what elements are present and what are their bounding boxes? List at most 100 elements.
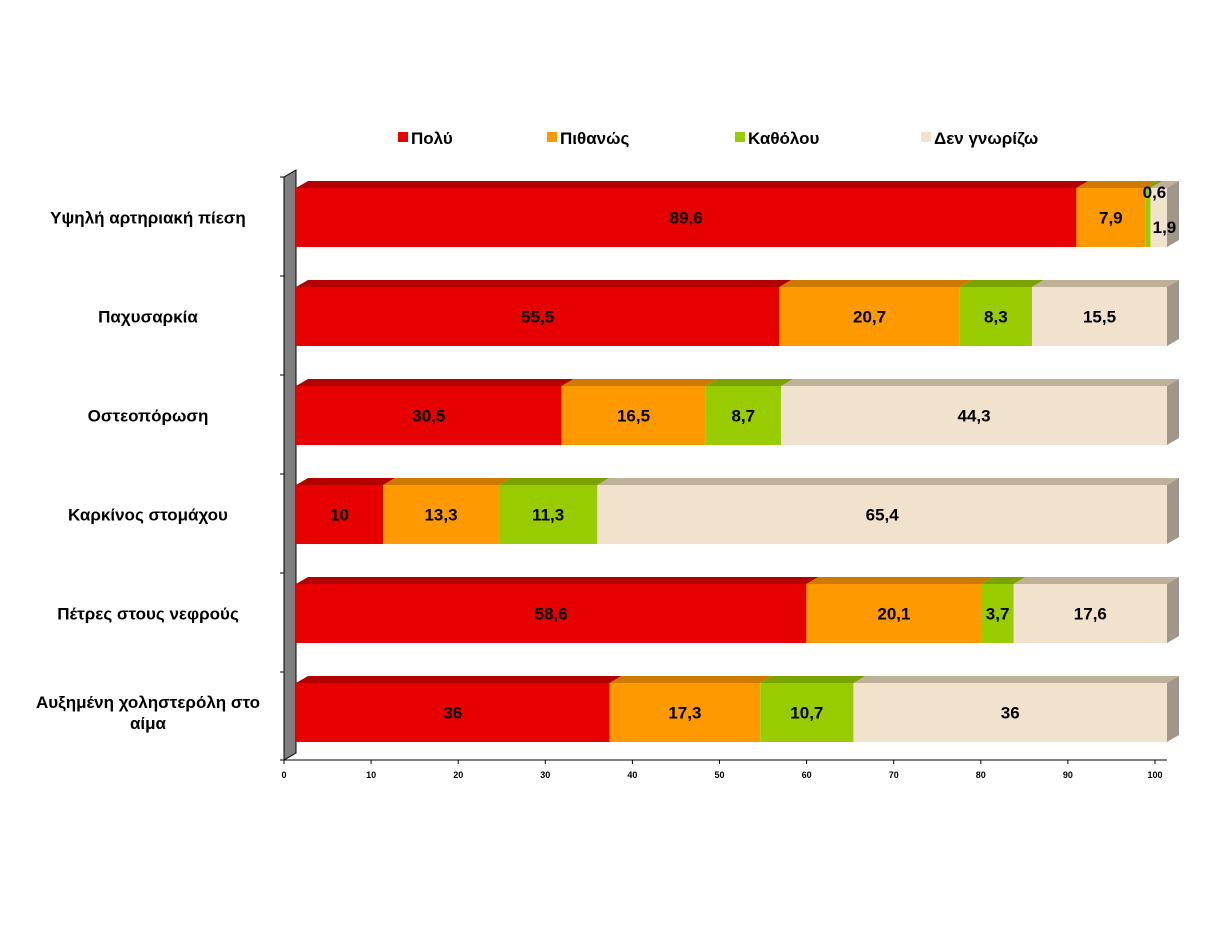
data-label: 8,7 bbox=[731, 407, 755, 426]
x-tick-label: 30 bbox=[540, 770, 550, 780]
legend: Πολύ Πιθανώς Καθόλου Δεν γνωρίζω bbox=[398, 129, 1038, 148]
data-label: 89,6 bbox=[670, 209, 703, 228]
data-label: 17,3 bbox=[668, 704, 701, 723]
bar-top bbox=[1076, 181, 1158, 188]
bar-top bbox=[705, 379, 794, 386]
data-labels: 89,6 7,9 0,6 1,9 55,5 20,7 8,3 15,5 30,5 16,5 8,7 4… bbox=[330, 183, 1176, 723]
bar-segment bbox=[1150, 188, 1167, 247]
axis-wall bbox=[283, 169, 297, 761]
bar-top bbox=[296, 379, 574, 386]
bar-top bbox=[561, 379, 718, 386]
bar-top bbox=[498, 478, 610, 485]
bar-segment bbox=[383, 485, 499, 544]
bar-segment bbox=[853, 683, 1167, 742]
data-label: 17,6 bbox=[1074, 605, 1107, 624]
data-label: 3,7 bbox=[986, 605, 1010, 624]
bar-top bbox=[296, 280, 792, 287]
x-tick-label: 90 bbox=[1063, 770, 1073, 780]
bar-segment bbox=[498, 485, 598, 544]
bar-side bbox=[1167, 676, 1179, 742]
bar-top bbox=[1031, 280, 1179, 287]
legend-swatch bbox=[921, 132, 931, 142]
bar-segment bbox=[1076, 188, 1146, 247]
data-label: 36 bbox=[1001, 704, 1020, 723]
bar-top bbox=[779, 280, 972, 287]
bar-segment bbox=[1013, 584, 1167, 643]
bar-segment bbox=[296, 188, 1077, 247]
category-label: Καρκίνος στομάχου bbox=[68, 506, 228, 525]
category-label: Υψηλή αρτηριακή πίεση bbox=[50, 209, 246, 228]
bar-side bbox=[1167, 478, 1179, 544]
bar-segment bbox=[1031, 287, 1167, 346]
bar-top bbox=[296, 478, 396, 485]
x-tick-label: 100 bbox=[1147, 770, 1162, 780]
data-label: 10 bbox=[330, 506, 349, 525]
x-tick-label: 0 bbox=[281, 770, 286, 780]
bar-segment bbox=[296, 485, 384, 544]
legend-label: Καθόλου bbox=[748, 129, 820, 148]
bar-segment bbox=[561, 386, 706, 445]
bar-top bbox=[959, 280, 1044, 287]
data-label: 65,4 bbox=[866, 506, 900, 525]
legend-label: Πολύ bbox=[411, 129, 453, 148]
bar-segment bbox=[597, 485, 1167, 544]
bar-segment bbox=[705, 386, 782, 445]
bar-segment bbox=[609, 683, 761, 742]
legend-label: Πιθανώς bbox=[560, 129, 629, 148]
legend-swatch bbox=[398, 132, 408, 142]
data-label: 20,7 bbox=[853, 308, 886, 327]
bar-top bbox=[1150, 181, 1179, 188]
bar-top bbox=[609, 676, 773, 683]
category-label: Παχυσαρκία bbox=[98, 308, 198, 327]
x-tick-label: 10 bbox=[366, 770, 376, 780]
bar-segment bbox=[1145, 188, 1151, 247]
data-label: 58,6 bbox=[535, 605, 568, 624]
bar-top bbox=[296, 676, 622, 683]
data-label: 16,5 bbox=[617, 407, 650, 426]
x-tick-label: 80 bbox=[976, 770, 986, 780]
data-label: 44,3 bbox=[958, 407, 991, 426]
bar-segment bbox=[981, 584, 1014, 643]
bar-top bbox=[597, 478, 1179, 485]
bar-side bbox=[1167, 577, 1179, 643]
bar-top bbox=[1013, 577, 1179, 584]
bar-side bbox=[1167, 280, 1179, 346]
bar-segment bbox=[296, 386, 562, 445]
bar-top bbox=[296, 181, 1089, 188]
bars bbox=[296, 181, 1179, 742]
x-tick-label: 40 bbox=[627, 770, 637, 780]
bar-segment bbox=[806, 584, 982, 643]
bar-segment bbox=[779, 287, 960, 346]
bar-side bbox=[1167, 379, 1179, 445]
data-label: 1,9 bbox=[1153, 218, 1177, 237]
data-label: 0,6 bbox=[1143, 183, 1167, 202]
bar-top bbox=[296, 577, 819, 584]
data-label: 36 bbox=[443, 704, 462, 723]
legend-swatch bbox=[735, 132, 745, 142]
bar-side bbox=[1167, 181, 1179, 247]
data-label: 30,5 bbox=[412, 407, 445, 426]
bar-top bbox=[760, 676, 866, 683]
category-label: αίμα bbox=[130, 714, 167, 733]
bar-top bbox=[981, 577, 1026, 584]
data-label: 8,3 bbox=[984, 308, 1008, 327]
x-tick-label: 50 bbox=[714, 770, 724, 780]
data-label: 20,1 bbox=[877, 605, 910, 624]
legend-swatch bbox=[547, 132, 557, 142]
category-label: Αυξημένη χοληστερόλη στο bbox=[36, 693, 260, 712]
bar-segment bbox=[296, 287, 780, 346]
bar-segment bbox=[296, 584, 807, 643]
bar-top bbox=[781, 379, 1179, 386]
category-label: Οστεοπόρωση bbox=[88, 407, 209, 426]
data-label: 15,5 bbox=[1083, 308, 1116, 327]
bar-top bbox=[1145, 181, 1163, 188]
legend-label: Δεν γνωρίζω bbox=[934, 129, 1038, 148]
bar-segment bbox=[781, 386, 1167, 445]
bar-segment bbox=[296, 683, 610, 742]
data-label: 55,5 bbox=[521, 308, 554, 327]
data-label: 11,3 bbox=[532, 506, 564, 525]
category-label: Πέτρες στους νεφρούς bbox=[57, 605, 239, 624]
bar-segment bbox=[760, 683, 854, 742]
x-tick-label: 60 bbox=[802, 770, 812, 780]
